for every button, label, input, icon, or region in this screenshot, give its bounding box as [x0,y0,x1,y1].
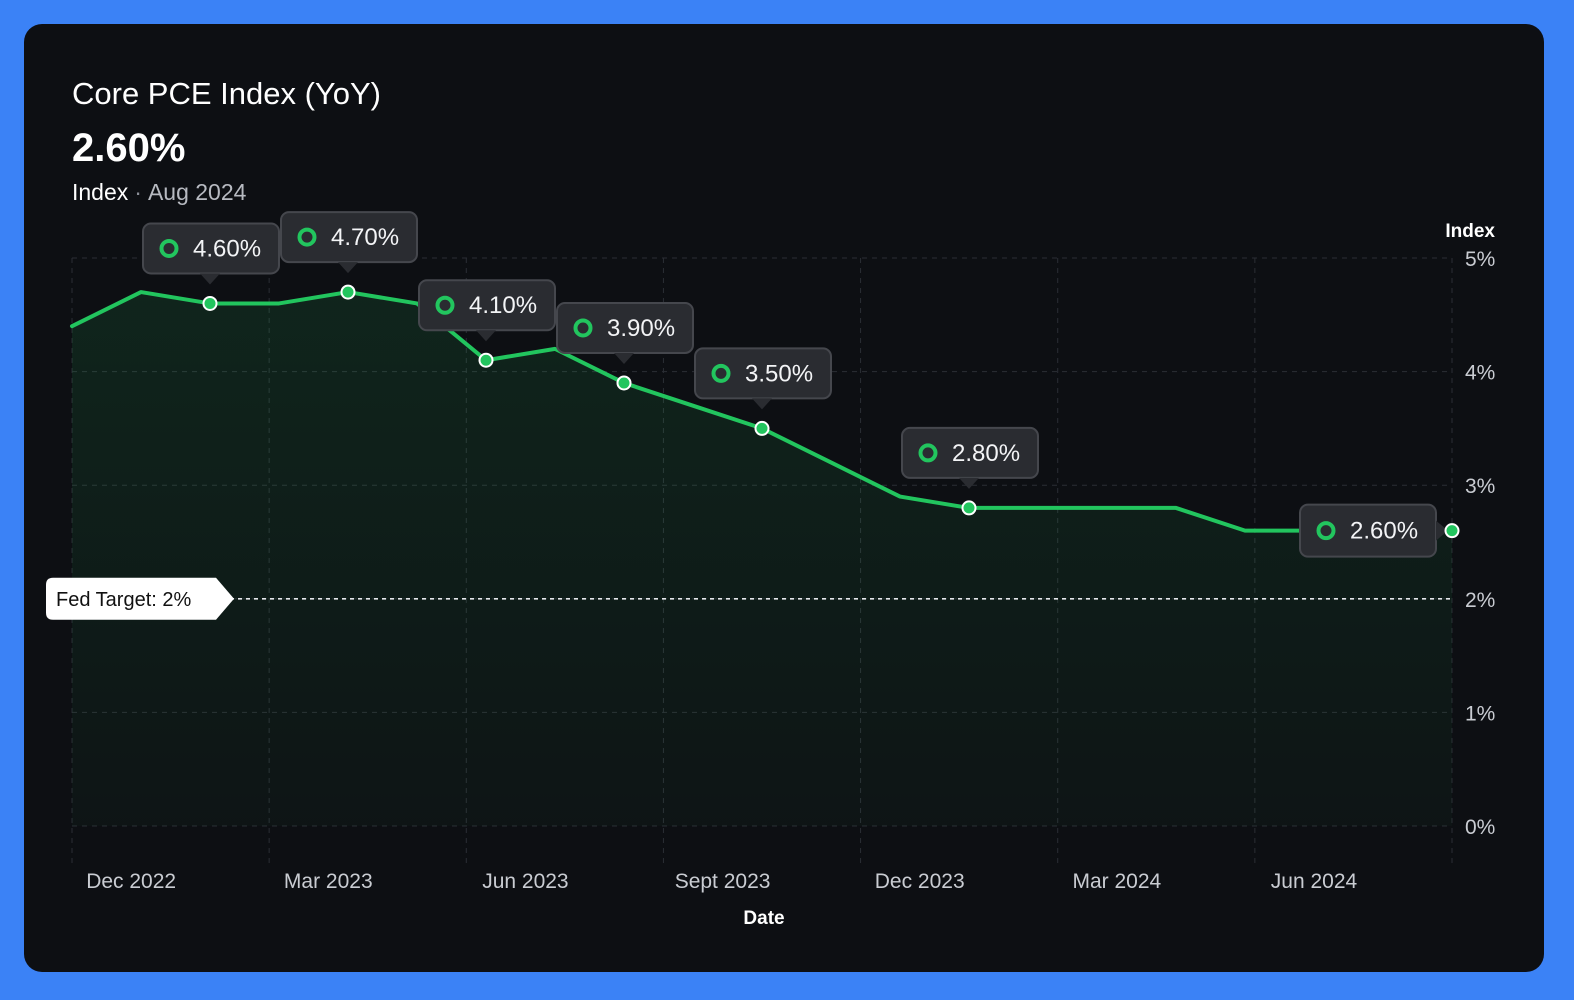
tooltip-pointer [200,273,220,285]
tooltip-pointer [959,477,979,489]
y-tick-label: 1% [1465,702,1495,725]
data-point [961,500,977,516]
legend-marker-icon [573,318,593,338]
metric-label: Index [72,179,129,205]
tooltip-pointer [476,330,496,342]
data-point [616,375,632,391]
legend-marker-icon [711,363,731,383]
tooltip-value: 2.80% [952,440,1020,467]
data-point [202,295,218,311]
tooltip-pointer [1436,520,1448,541]
separator: · [134,179,142,205]
x-tick-label: Mar 2024 [1072,870,1161,893]
tooltip-value: 3.50% [745,360,813,387]
y-tick-label: 5% [1465,248,1495,271]
x-tick-label: Jun 2023 [482,870,568,893]
x-tick-label: Sept 2023 [675,870,771,893]
x-tick-label: Dec 2023 [875,870,965,893]
legend-marker-icon [159,238,179,258]
y-tick-label: 3% [1465,475,1495,498]
y-tick-label: 4% [1465,362,1495,385]
legend-marker-icon [1316,521,1336,541]
tooltip-pointer [752,398,772,410]
chart-card: Core PCE Index (YoY) 2.60% Index · Aug 202… [24,24,1544,972]
tooltip-value: 4.60% [193,235,261,262]
fed-target-tag [46,577,234,620]
y-tick-label: 2% [1465,589,1495,612]
data-point [478,352,494,368]
tooltip-value: 4.10% [469,292,537,319]
data-point [340,284,356,300]
x-tick-label: Jun 2024 [1271,870,1358,893]
legend-marker-icon [435,295,455,315]
fed-target-label: Fed Target: 2% [56,589,191,611]
line-chart: 0% 1% 2% 3% 4% 5% Dec 2022 Mar 2023 Jun 2023 Sept… [46,211,1495,929]
current-value: 2.60% [72,126,186,170]
tooltip-pointer [614,352,634,364]
area-fill [72,292,1452,827]
chart-title: Core PCE Index (YoY) [72,76,382,111]
legend-marker-icon [918,443,938,463]
y-axis-title: Index [1445,221,1495,242]
tooltip-pointer [338,262,358,274]
tooltip-value: 2.60% [1350,518,1418,545]
legend-marker-icon [297,227,317,247]
subtitle: Index · Aug 2024 [72,179,246,206]
y-tick-label: 0% [1465,816,1495,839]
period-label: Aug 2024 [147,179,247,205]
tooltip-value: 4.70% [331,224,399,251]
x-tick-label: Mar 2023 [284,870,373,893]
tooltip-value: 3.90% [607,315,675,342]
x-tick-label: Dec 2022 [86,870,176,893]
data-point [1444,523,1460,539]
x-axis-title: Date [743,908,784,929]
data-point [754,420,770,436]
